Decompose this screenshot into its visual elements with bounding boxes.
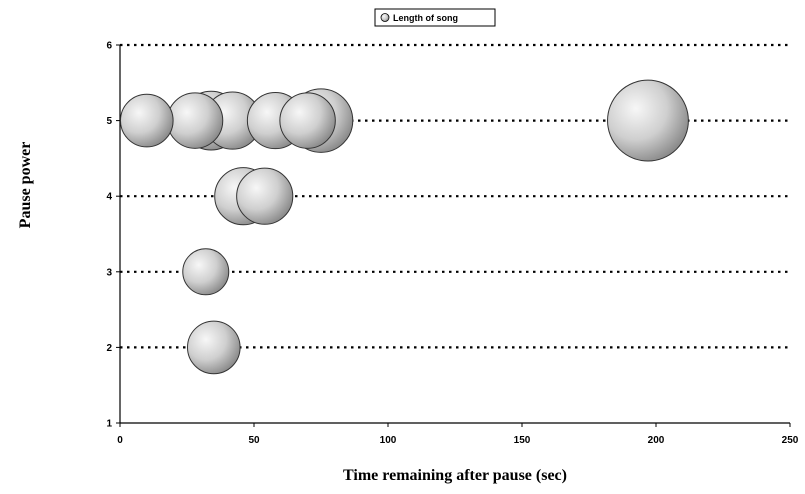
- data-bubble: [186, 320, 241, 375]
- data-bubble: [119, 93, 174, 148]
- y-tick-label: 3: [106, 267, 112, 278]
- y-tick-label: 6: [106, 41, 112, 52]
- legend-box: [374, 8, 496, 27]
- data-bubble: [279, 92, 336, 149]
- data-bubble: [607, 79, 689, 162]
- x-tick-label: 0: [117, 435, 123, 446]
- x-tick-label: 150: [514, 435, 531, 446]
- legend: Length of song: [374, 8, 496, 27]
- axes: [116, 44, 791, 427]
- y-axis-title: Pause power: [17, 142, 34, 229]
- x-tick-label: 250: [782, 435, 799, 446]
- legend-marker-icon: [380, 13, 390, 22]
- tick-labels: 1 2 3 4 5 6 0 50 100 150 200 250: [106, 41, 798, 447]
- y-tick-label: 1: [106, 419, 112, 430]
- y-tick-label: 4: [106, 192, 112, 203]
- y-tick-label: 2: [106, 343, 112, 354]
- x-tick-label: 100: [380, 435, 397, 446]
- x-tick-label: 50: [248, 435, 260, 446]
- bubbles: [119, 79, 689, 375]
- legend-label: Length of song: [393, 13, 458, 23]
- data-bubble: [166, 92, 224, 149]
- y-tick-label: 5: [106, 116, 112, 127]
- x-tick-label: 200: [648, 435, 665, 446]
- data-bubble: [182, 248, 230, 296]
- x-axis-title: Time remaining after pause (sec): [343, 467, 567, 484]
- data-bubble: [236, 167, 294, 225]
